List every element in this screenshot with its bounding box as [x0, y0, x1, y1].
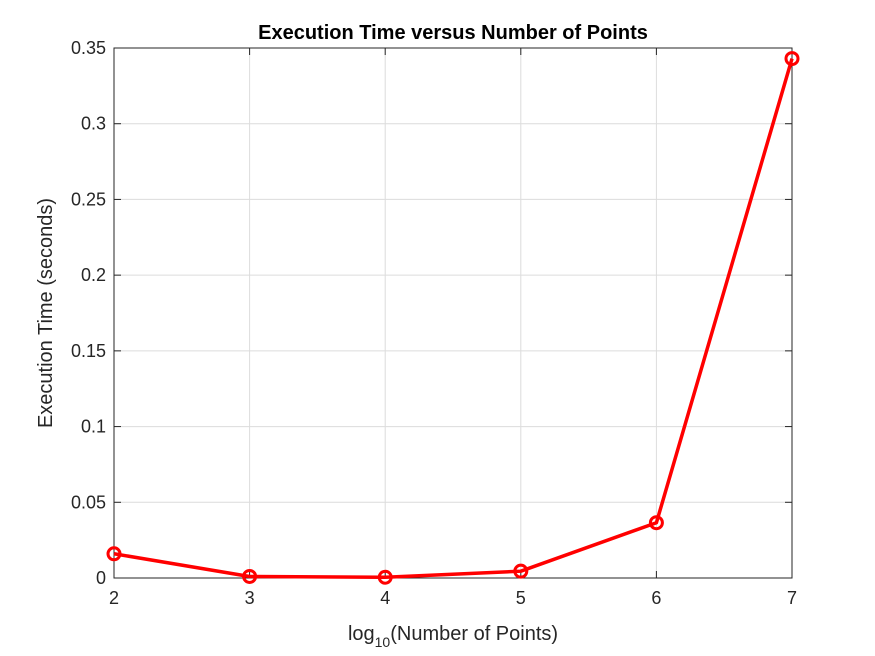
y-tick-label: 0.15 — [71, 341, 106, 361]
x-axis-label-base: log — [348, 623, 375, 645]
data-point-marker — [648, 515, 664, 531]
x-tick-label: 2 — [109, 588, 119, 608]
x-tick-label: 4 — [380, 588, 390, 608]
x-tick-label: 6 — [651, 588, 661, 608]
y-tick-label: 0.05 — [71, 492, 106, 512]
chart-title: Execution Time versus Number of Points — [258, 22, 648, 44]
y-tick-label: 0 — [96, 568, 106, 588]
data-point-marker — [513, 563, 529, 579]
plot-frame — [113, 47, 793, 579]
data-point-marker — [106, 546, 122, 562]
x-axis-label-subscript: 10 — [375, 634, 391, 650]
data-point-marker — [784, 51, 800, 67]
tick-layer — [113, 47, 793, 579]
x-axis-label-rest: (Number of Points) — [390, 623, 558, 645]
data-point-marker — [242, 568, 258, 584]
series-layer — [106, 51, 800, 585]
y-axis-label: Execution Time (seconds) — [35, 198, 57, 428]
y-tick-label: 0.2 — [81, 265, 106, 285]
x-axis-label: log10(Number of Points) — [348, 623, 558, 650]
x-tick-label: 7 — [787, 588, 797, 608]
x-tick-label: 3 — [245, 588, 255, 608]
x-tick-label: 5 — [516, 588, 526, 608]
tick-label-layer: 2 3 4 5 6 7 0 0.05 0.1 0.15 0.2 0.25 0.3 0.35 — [71, 38, 797, 608]
data-point-marker — [377, 569, 393, 585]
y-tick-label: 0.25 — [71, 189, 106, 209]
series-line — [113, 58, 794, 579]
grid-layer — [113, 47, 793, 579]
y-tick-label: 0.3 — [81, 114, 106, 134]
y-tick-label: 0.35 — [71, 38, 106, 58]
y-tick-label: 0.1 — [81, 417, 106, 437]
